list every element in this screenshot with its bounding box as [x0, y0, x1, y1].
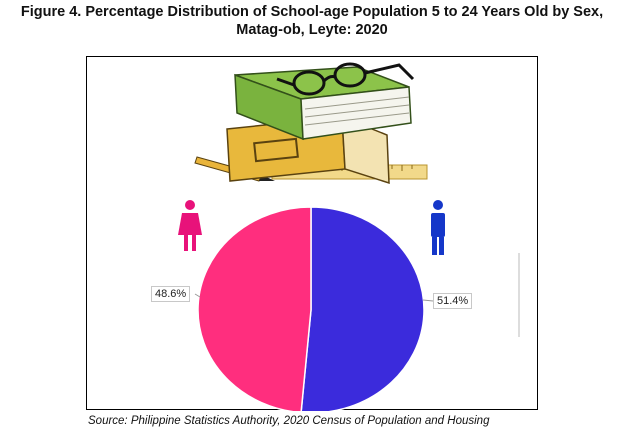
pie-slice-female: [197, 206, 312, 411]
pie-slice-male: [300, 206, 425, 411]
pie-chart: [178, 62, 520, 411]
pie-slices: [194, 206, 434, 411]
data-label-male: 51.4%: [433, 293, 473, 309]
source-note: Source: Philippine Statistics Authority,…: [88, 415, 490, 427]
male-person-icon: [431, 200, 445, 255]
chart-title-line-2: Matag-ob, Leyte: 2020: [236, 22, 388, 38]
data-label-female: 48.6%: [151, 286, 191, 302]
female-person-icon: [178, 200, 202, 251]
leader-line-male: [422, 299, 434, 302]
chart-frame: 48.6% 51.4%: [86, 56, 538, 411]
chart-title: Figure 4. Percentage Distribution of Sch…: [0, 3, 624, 39]
chart-title-line-1: Figure 4. Percentage Distribution of Sch…: [20, 4, 604, 20]
leader-line-female: [194, 293, 201, 298]
books-with-glasses-icon: [194, 62, 428, 185]
